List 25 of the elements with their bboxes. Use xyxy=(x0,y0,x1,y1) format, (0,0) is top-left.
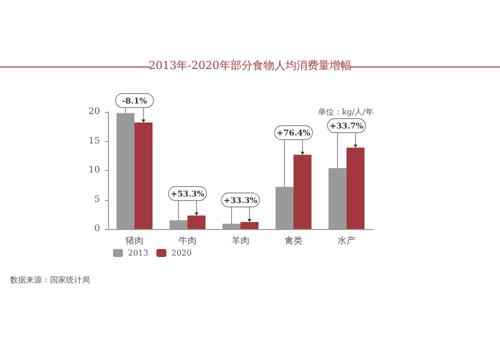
x-tick-label: 牛肉 xyxy=(178,236,196,246)
annotation: +33.3% xyxy=(224,194,258,205)
y-tick-label: 15 xyxy=(88,136,100,146)
annotation: -8.1% xyxy=(122,96,148,106)
annotation: +53.3% xyxy=(170,188,205,199)
y-tick-label: 10 xyxy=(88,166,100,176)
y-tick-label: 5 xyxy=(94,194,100,205)
chart-title: 2013年-2020年部分食物人均消费量增幅 xyxy=(148,59,352,72)
bar xyxy=(346,148,364,229)
bar xyxy=(294,154,312,229)
y-tick-label: 20 xyxy=(88,107,100,117)
y-tick-label: 0 xyxy=(94,224,100,234)
x-tick-label: 禽类 xyxy=(284,236,302,246)
x-tick-label: 羊肉 xyxy=(232,236,250,246)
x-tick-label: 猪肉 xyxy=(126,236,144,246)
annotation: +33.7% xyxy=(330,120,364,131)
bar xyxy=(240,222,258,229)
bar xyxy=(134,122,152,229)
x-tick-label: 水产 xyxy=(338,236,356,246)
bar xyxy=(188,216,206,229)
y-axis-title: 单位：kg/人/年 xyxy=(318,108,374,116)
annotation: +76.4% xyxy=(276,128,311,138)
legend-label: 2020 xyxy=(171,248,192,258)
source-note: 数据来源：国家统计局 xyxy=(10,276,90,284)
legend-label: 2013 xyxy=(128,248,148,258)
